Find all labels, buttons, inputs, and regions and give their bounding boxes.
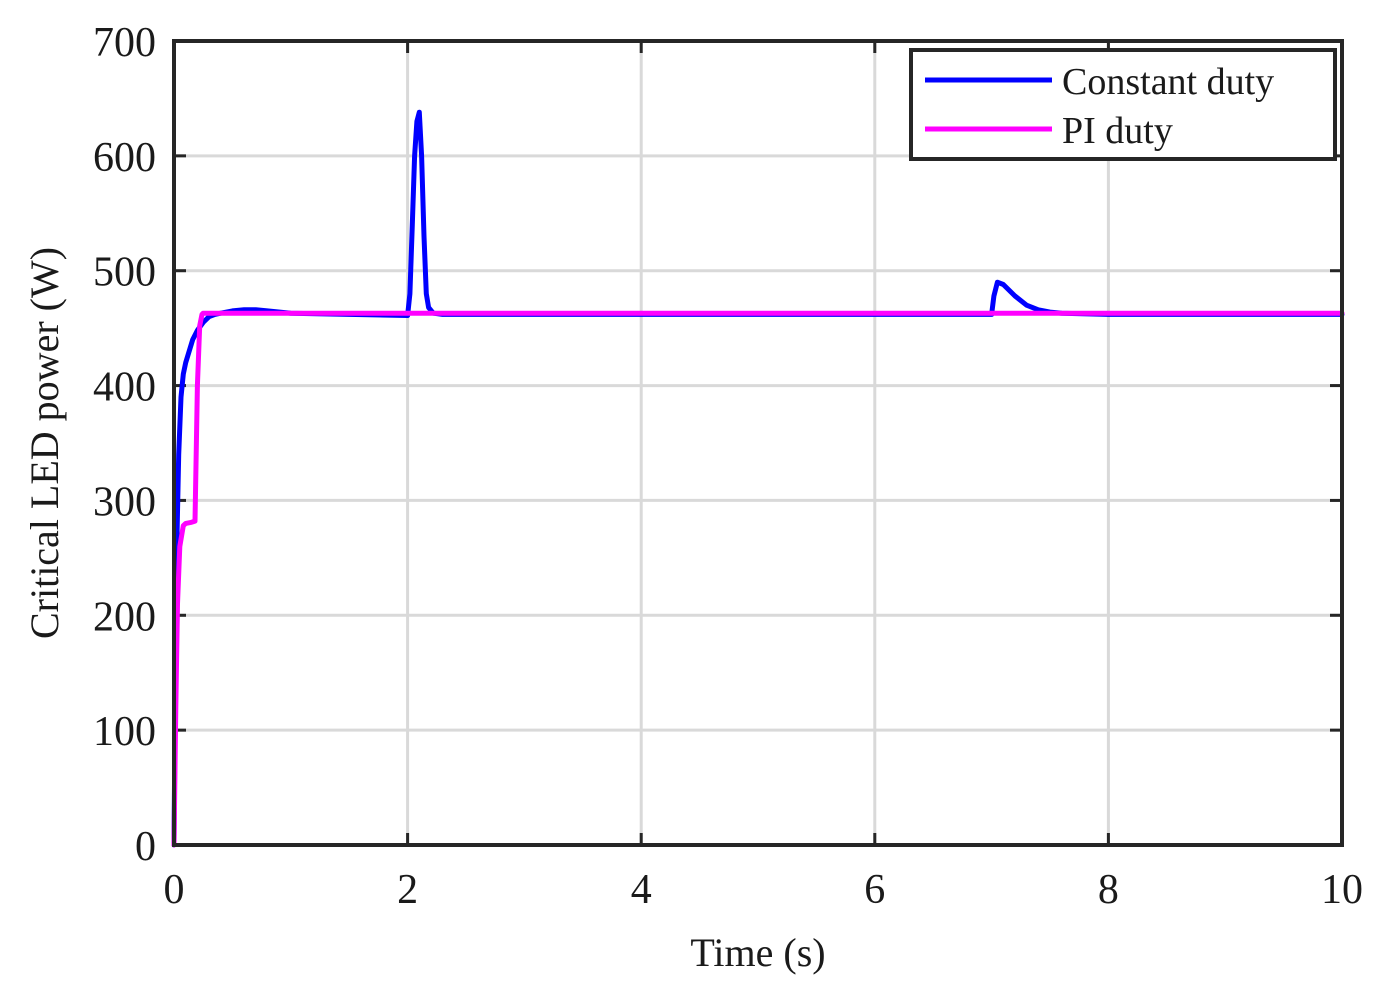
series-line-pi-duty (171, 310, 1345, 848)
y-tick-label: 500 (93, 250, 156, 296)
plot-frame (172, 39, 1344, 847)
x-tick-label: 0 (164, 867, 185, 913)
x-tick-label: 10 (1321, 867, 1363, 913)
x-tick-label: 6 (864, 867, 885, 913)
x-axis-label: Time (s) (690, 930, 825, 975)
legend-box (909, 48, 1337, 161)
x-tick-label: 8 (1098, 867, 1119, 913)
y-tick-label: 600 (93, 135, 156, 181)
series-line-constant-duty (171, 109, 1345, 848)
y-tick-label: 400 (93, 365, 156, 411)
y-tick-label: 0 (135, 824, 156, 870)
y-tick-label: 700 (93, 20, 156, 66)
legend-label-pi-duty: PI duty (1062, 110, 1173, 152)
xtick-label-layer: 0 2 4 6 8 10 (164, 867, 1364, 913)
y-tick-label: 100 (93, 709, 156, 755)
x-tick-label: 2 (397, 867, 418, 913)
y-axis-label: Critical LED power (W) (22, 247, 67, 639)
y-tick-label: 200 (93, 594, 156, 640)
x-tick-label: 4 (631, 867, 652, 913)
legend: Constant duty PI duty (909, 48, 1337, 161)
ytick-label-layer: 0 100 200 300 400 500 600 700 (93, 20, 156, 870)
series-layer (171, 109, 1345, 848)
grid-layer (174, 41, 1342, 845)
tick-mark-layer (172, 39, 1344, 847)
legend-label-constant-duty: Constant duty (1062, 61, 1274, 103)
y-tick-label: 300 (93, 479, 156, 525)
